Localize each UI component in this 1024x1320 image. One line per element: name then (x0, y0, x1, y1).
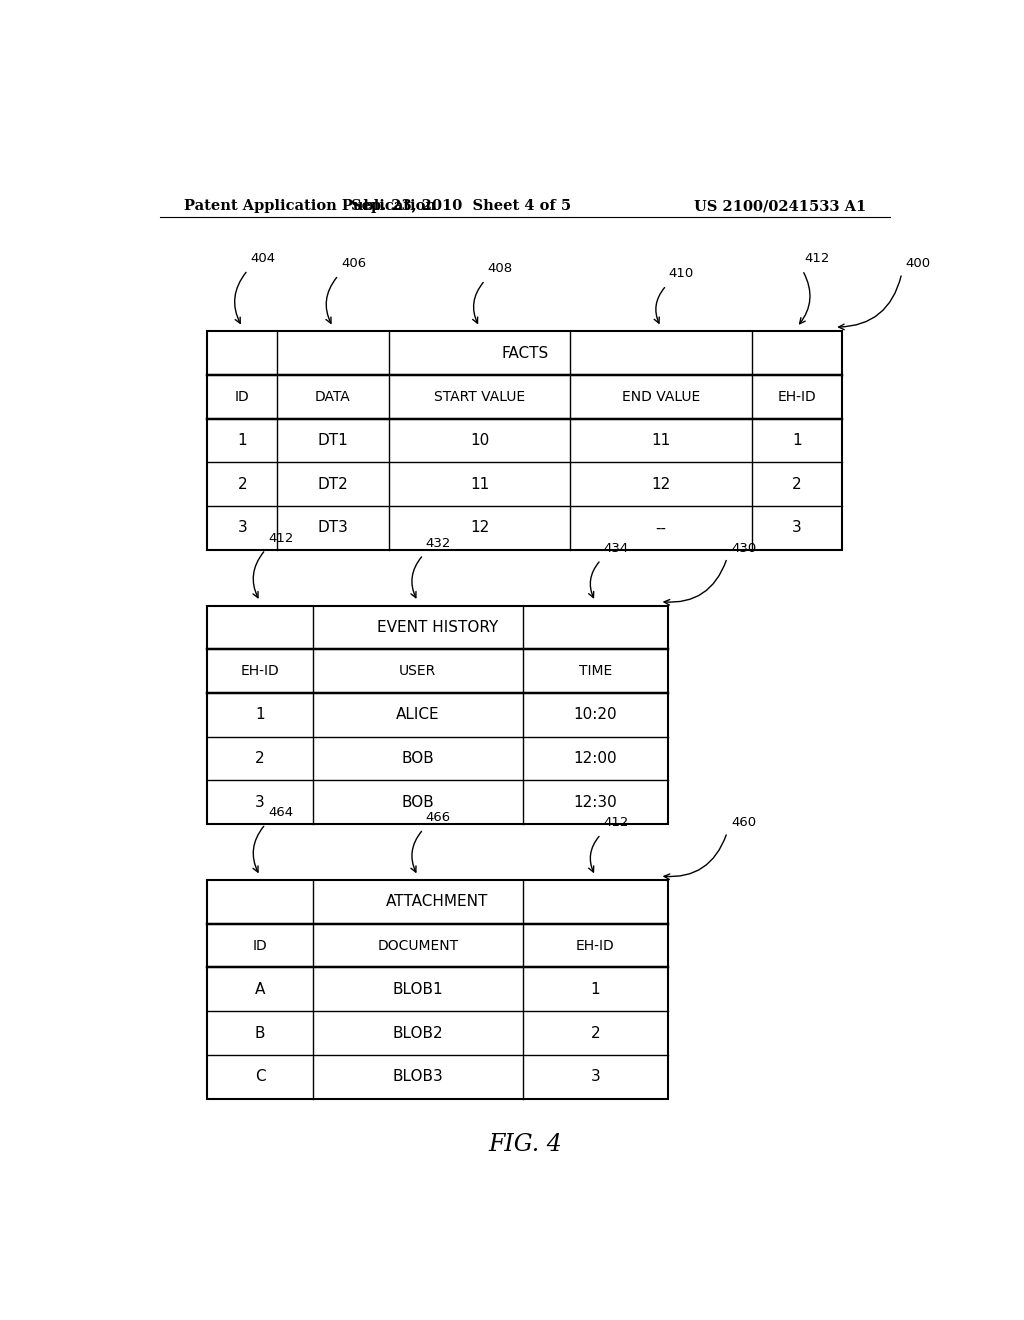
Text: 10: 10 (470, 433, 489, 447)
Text: 3: 3 (238, 520, 247, 536)
Text: 408: 408 (487, 263, 513, 276)
Text: 1: 1 (255, 708, 265, 722)
Text: 412: 412 (805, 252, 830, 265)
Text: END VALUE: END VALUE (622, 389, 700, 404)
Text: TIME: TIME (579, 664, 612, 678)
Text: 412: 412 (268, 532, 293, 545)
Text: 12:30: 12:30 (573, 795, 617, 809)
Text: DT1: DT1 (317, 433, 348, 447)
Text: 400: 400 (905, 257, 931, 271)
Text: BLOB2: BLOB2 (392, 1026, 443, 1040)
Text: DT2: DT2 (317, 477, 348, 491)
Text: FIG. 4: FIG. 4 (487, 1133, 562, 1156)
Text: 12: 12 (651, 477, 671, 491)
Text: 412: 412 (603, 816, 629, 829)
Text: EH-ID: EH-ID (777, 389, 816, 404)
Text: BLOB3: BLOB3 (392, 1069, 443, 1084)
Text: 2: 2 (591, 1026, 600, 1040)
Text: 432: 432 (426, 537, 452, 549)
Text: DT3: DT3 (317, 520, 348, 536)
Text: 460: 460 (731, 816, 757, 829)
Text: --: -- (655, 520, 667, 536)
Bar (207, 606, 668, 824)
Text: 3: 3 (591, 1069, 600, 1084)
Text: 10:20: 10:20 (573, 708, 617, 722)
Text: Patent Application Publication: Patent Application Publication (183, 199, 435, 213)
Text: BOB: BOB (401, 751, 434, 766)
Text: 2: 2 (255, 751, 265, 766)
Text: 2: 2 (793, 477, 802, 491)
Text: 466: 466 (426, 812, 451, 824)
Text: EH-ID: EH-ID (575, 939, 614, 953)
Text: 404: 404 (250, 252, 275, 265)
Text: DATA: DATA (315, 389, 351, 404)
Text: 464: 464 (268, 807, 293, 818)
Text: 430: 430 (731, 541, 757, 554)
Text: 12:00: 12:00 (573, 751, 617, 766)
Text: 2: 2 (238, 477, 247, 491)
Text: 406: 406 (341, 257, 366, 271)
Text: 1: 1 (238, 433, 247, 447)
Text: ALICE: ALICE (396, 708, 439, 722)
Text: Sep. 23, 2010  Sheet 4 of 5: Sep. 23, 2010 Sheet 4 of 5 (351, 199, 571, 213)
Text: FACTS: FACTS (501, 346, 549, 360)
Bar (207, 331, 843, 549)
Text: 11: 11 (651, 433, 671, 447)
Text: C: C (255, 1069, 265, 1084)
Text: USER: USER (399, 664, 436, 678)
Text: EVENT HISTORY: EVENT HISTORY (377, 620, 498, 635)
Text: 12: 12 (470, 520, 489, 536)
Text: A: A (255, 982, 265, 997)
Text: 410: 410 (669, 268, 694, 280)
Text: 1: 1 (591, 982, 600, 997)
Text: 3: 3 (255, 795, 265, 809)
Text: US 2100/0241533 A1: US 2100/0241533 A1 (694, 199, 866, 213)
Text: BOB: BOB (401, 795, 434, 809)
Text: ID: ID (234, 389, 250, 404)
Text: DOCUMENT: DOCUMENT (377, 939, 459, 953)
Text: B: B (255, 1026, 265, 1040)
Text: ID: ID (253, 939, 267, 953)
Text: 11: 11 (470, 477, 489, 491)
Text: 434: 434 (603, 541, 629, 554)
Text: START VALUE: START VALUE (434, 389, 525, 404)
Text: BLOB1: BLOB1 (392, 982, 443, 997)
Bar (207, 880, 668, 1098)
Text: EH-ID: EH-ID (241, 664, 280, 678)
Text: ATTACHMENT: ATTACHMENT (386, 895, 488, 909)
Text: 1: 1 (793, 433, 802, 447)
Text: 3: 3 (792, 520, 802, 536)
